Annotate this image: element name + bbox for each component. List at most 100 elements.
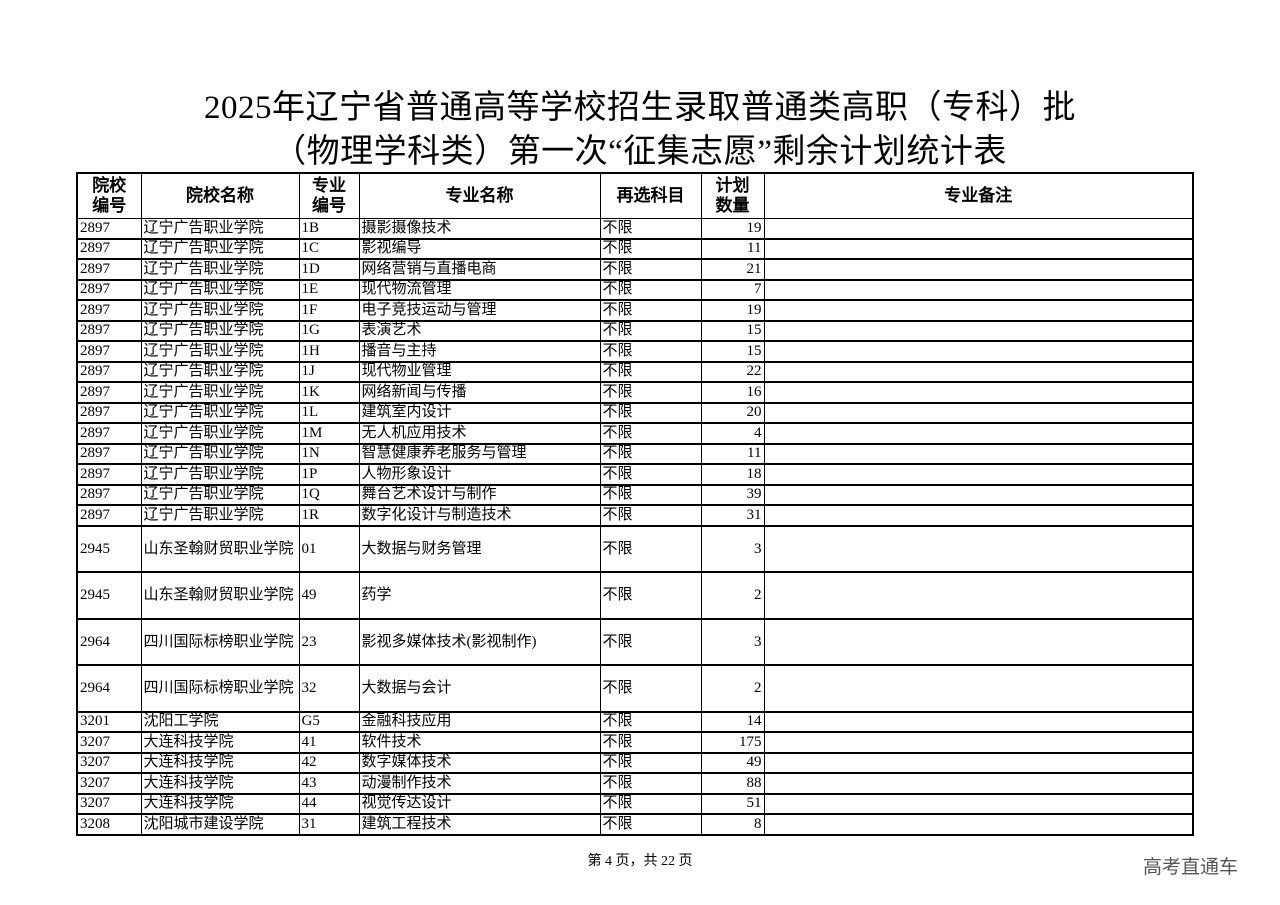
- cell-subject-requirement: 不限: [599, 238, 702, 260]
- cell-major-name: 表演艺术: [358, 320, 601, 342]
- cell-school-name: 山东圣翰财贸职业学院: [140, 525, 300, 573]
- table-row: 3207 大连科技学院 41 软件技术 不限 175: [76, 731, 1194, 754]
- cell-plan-count: 88: [700, 772, 765, 795]
- cell-school-name: 辽宁广告职业学院: [140, 504, 300, 527]
- cell-major-remarks: [763, 793, 1194, 815]
- cell-school-code: 2897: [76, 422, 142, 445]
- cell-school-code: 2897: [76, 402, 142, 424]
- cell-school-code: 2897: [76, 299, 142, 322]
- cell-major-name: 软件技术: [358, 731, 601, 754]
- cell-major-name: 摄影摄像技术: [358, 218, 601, 240]
- cell-school-name: 辽宁广告职业学院: [140, 484, 300, 506]
- cell-school-code: 2897: [76, 463, 142, 486]
- table-row: 3201 沈阳工学院 G5 金融科技应用 不限 14: [76, 711, 1194, 733]
- cell-school-code: 2897: [76, 258, 142, 281]
- table-row: 2897 辽宁广告职业学院 1N 智慧健康养老服务与管理 不限 11: [76, 443, 1194, 465]
- cell-major-code: 31: [298, 813, 360, 836]
- cell-school-code: 3207: [76, 731, 142, 754]
- cell-subject-requirement: 不限: [599, 772, 702, 795]
- cell-plan-count: 18: [700, 463, 765, 486]
- cell-major-remarks: [763, 402, 1194, 424]
- table-row: 2897 辽宁广告职业学院 1G 表演艺术 不限 15: [76, 320, 1194, 342]
- cell-major-remarks: [763, 422, 1194, 445]
- cell-major-code: 1R: [298, 504, 360, 527]
- cell-school-name: 辽宁广告职业学院: [140, 340, 300, 363]
- cell-major-remarks: [763, 361, 1194, 383]
- cell-major-name: 建筑工程技术: [358, 813, 601, 836]
- cell-subject-requirement: 不限: [599, 361, 702, 383]
- cell-school-code: 3201: [76, 711, 142, 733]
- cell-school-name: 大连科技学院: [140, 793, 300, 815]
- table-row: 3207 大连科技学院 43 动漫制作技术 不限 88: [76, 772, 1194, 795]
- cell-major-code: G5: [298, 711, 360, 733]
- cell-school-name: 大连科技学院: [140, 772, 300, 795]
- cell-major-code: 43: [298, 772, 360, 795]
- cell-school-code: 2897: [76, 238, 142, 260]
- table-row: 2897 辽宁广告职业学院 1J 现代物业管理 不限 22: [76, 361, 1194, 383]
- cell-major-code: 1B: [298, 218, 360, 240]
- cell-major-remarks: [763, 813, 1194, 836]
- cell-major-code: 42: [298, 752, 360, 774]
- cell-major-code: 1N: [298, 443, 360, 465]
- cell-subject-requirement: 不限: [599, 320, 702, 342]
- header-school-code: 院校编号: [76, 172, 142, 219]
- cell-major-code: 23: [298, 618, 360, 666]
- table-row: 3207 大连科技学院 44 视觉传达设计 不限 51: [76, 793, 1194, 815]
- cell-major-code: 1K: [298, 381, 360, 404]
- table-row: 2897 辽宁广告职业学院 1K 网络新闻与传播 不限 16: [76, 381, 1194, 404]
- cell-major-remarks: [763, 218, 1194, 240]
- cell-plan-count: 15: [700, 340, 765, 363]
- cell-school-code: 2945: [76, 525, 142, 573]
- cell-subject-requirement: 不限: [599, 504, 702, 527]
- cell-school-name: 辽宁广告职业学院: [140, 361, 300, 383]
- cell-subject-requirement: 不限: [599, 525, 702, 573]
- cell-subject-requirement: 不限: [599, 711, 702, 733]
- cell-school-name: 辽宁广告职业学院: [140, 443, 300, 465]
- cell-plan-count: 3: [700, 618, 765, 666]
- cell-plan-count: 51: [700, 793, 765, 815]
- table-row: 2897 辽宁广告职业学院 1M 无人机应用技术 不限 4: [76, 422, 1194, 445]
- cell-major-name: 人物形象设计: [358, 463, 601, 486]
- table-header-row: 院校编号 院校名称 专业编号 专业名称 再选科目 计划数量 专业备注: [76, 172, 1194, 219]
- cell-major-name: 数字化设计与制造技术: [358, 504, 601, 527]
- cell-plan-count: 4: [700, 422, 765, 445]
- cell-plan-count: 3: [700, 525, 765, 573]
- cell-school-name: 辽宁广告职业学院: [140, 238, 300, 260]
- cell-major-remarks: [763, 443, 1194, 465]
- cell-major-remarks: [763, 463, 1194, 486]
- cell-school-code: 2897: [76, 443, 142, 465]
- cell-plan-count: 15: [700, 320, 765, 342]
- table-row: 2897 辽宁广告职业学院 1F 电子竞技运动与管理 不限 19: [76, 299, 1194, 322]
- cell-school-code: 2897: [76, 504, 142, 527]
- cell-school-code: 2897: [76, 218, 142, 240]
- cell-school-name: 辽宁广告职业学院: [140, 320, 300, 342]
- table-row: 2897 辽宁广告职业学院 1D 网络营销与直播电商 不限 21: [76, 258, 1194, 281]
- cell-major-name: 建筑室内设计: [358, 402, 601, 424]
- cell-school-code: 3208: [76, 813, 142, 836]
- cell-plan-count: 39: [700, 484, 765, 506]
- header-major-code: 专业编号: [298, 172, 360, 219]
- cell-plan-count: 22: [700, 361, 765, 383]
- cell-major-remarks: [763, 618, 1194, 666]
- cell-major-remarks: [763, 484, 1194, 506]
- cell-major-remarks: [763, 571, 1194, 620]
- cell-major-name: 金融科技应用: [358, 711, 601, 733]
- cell-plan-count: 16: [700, 381, 765, 404]
- cell-school-code: 2897: [76, 484, 142, 506]
- cell-major-remarks: [763, 504, 1194, 527]
- table-row: 2897 辽宁广告职业学院 1C 影视编导 不限 11: [76, 238, 1194, 260]
- cell-major-name: 影视多媒体技术(影视制作): [358, 618, 601, 666]
- cell-major-name: 智慧健康养老服务与管理: [358, 443, 601, 465]
- cell-plan-count: 19: [700, 299, 765, 322]
- remaining-plan-table: 院校编号 院校名称 专业编号 专业名称 再选科目 计划数量 专业备注 2897 辽…: [76, 172, 1194, 836]
- cell-major-code: 1G: [298, 320, 360, 342]
- cell-plan-count: 11: [700, 443, 765, 465]
- cell-subject-requirement: 不限: [599, 299, 702, 322]
- table-row: 2945 山东圣翰财贸职业学院 49 药学 不限 2: [76, 571, 1194, 620]
- cell-major-remarks: [763, 381, 1194, 404]
- cell-school-code: 2897: [76, 361, 142, 383]
- cell-school-code: 2945: [76, 571, 142, 620]
- cell-school-name: 辽宁广告职业学院: [140, 299, 300, 322]
- table-row: 2897 辽宁广告职业学院 1B 摄影摄像技术 不限 19: [76, 218, 1194, 240]
- cell-school-name: 四川国际标榜职业学院: [140, 618, 300, 666]
